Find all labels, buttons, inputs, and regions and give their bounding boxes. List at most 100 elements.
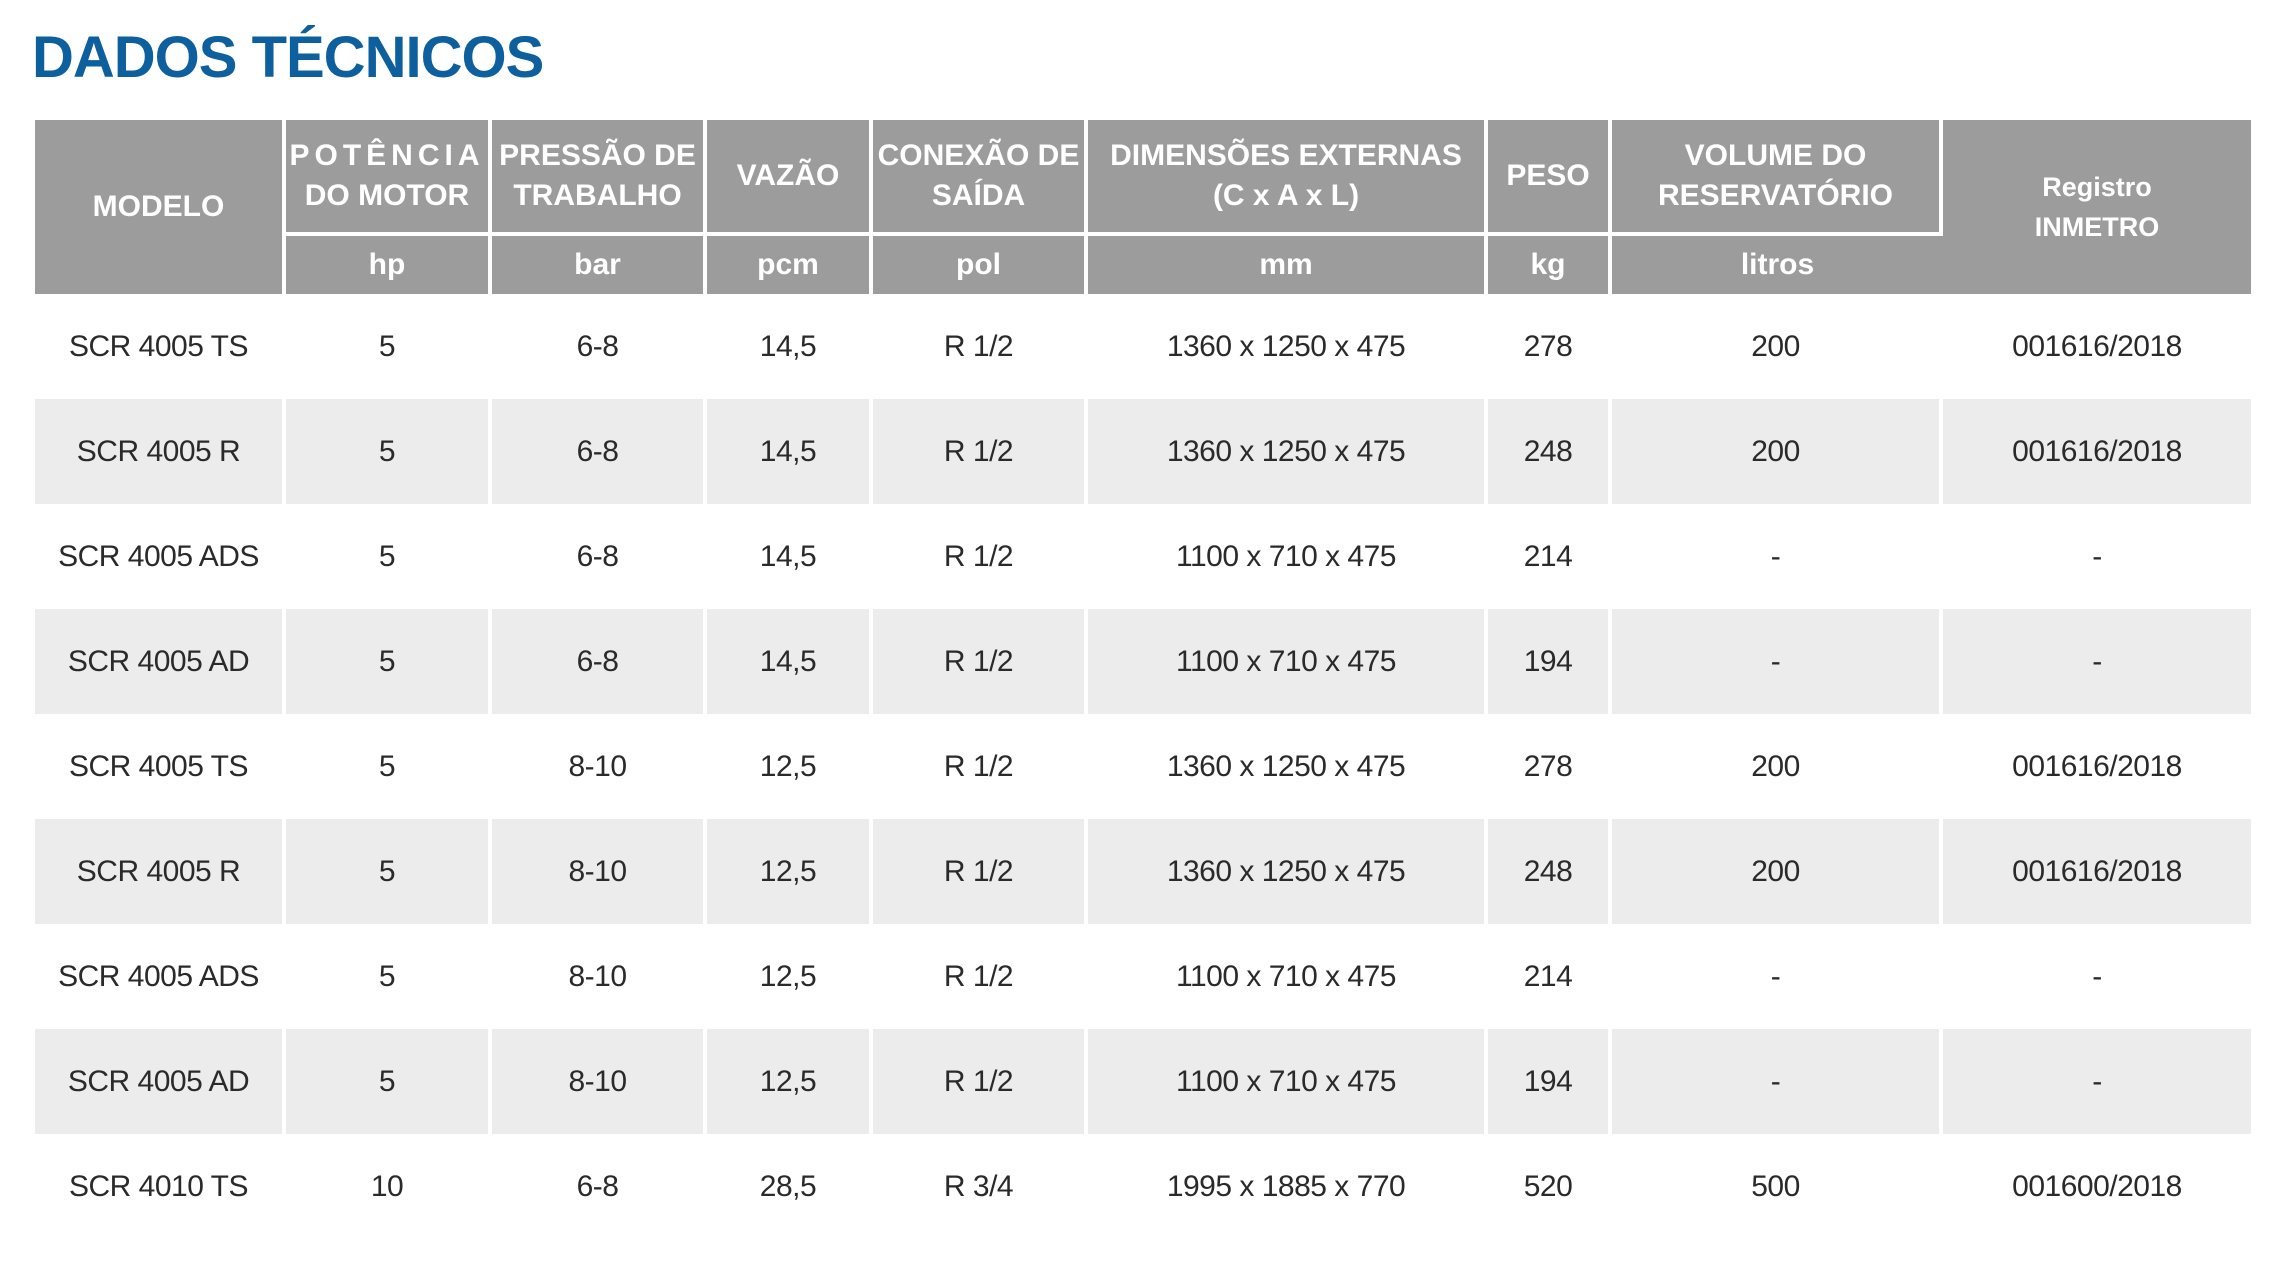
cell-modelo: SCR 4005 TS xyxy=(35,294,286,399)
table-body: SCR 4005 TS 5 6-8 14,5 R 1/2 1360 x 1250 x 47… xyxy=(35,294,2251,1239)
cell-modelo: SCR 4005 ADS xyxy=(35,504,286,609)
cell-peso: 214 xyxy=(1488,504,1612,609)
cell-dimensoes: 1100 x 710 x 475 xyxy=(1088,924,1488,1029)
cell-dimensoes: 1100 x 710 x 475 xyxy=(1088,609,1488,714)
cell-vazao: 14,5 xyxy=(707,294,873,399)
cell-vazao: 12,5 xyxy=(707,1029,873,1134)
cell-peso: 248 xyxy=(1488,819,1612,924)
header-peso: PESO xyxy=(1488,120,1612,236)
cell-modelo: SCR 4005 ADS xyxy=(35,924,286,1029)
cell-pressao: 6-8 xyxy=(492,1134,707,1239)
cell-conexao: R 1/2 xyxy=(873,1029,1088,1134)
cell-conexao: R 1/2 xyxy=(873,294,1088,399)
cell-modelo: SCR 4005 AD xyxy=(35,609,286,714)
cell-potencia: 10 xyxy=(286,1134,492,1239)
cell-volume: 200 xyxy=(1612,714,1943,819)
cell-volume: 200 xyxy=(1612,819,1943,924)
cell-registro: - xyxy=(1943,609,2251,714)
cell-potencia: 5 xyxy=(286,819,492,924)
cell-potencia: 5 xyxy=(286,1029,492,1134)
unit-bar: bar xyxy=(492,236,707,294)
table-row: SCR 4005 TS 5 8-10 12,5 R 1/2 1360 x 1250 x 4… xyxy=(35,714,2251,819)
header-volume-line-1: VOLUME DO xyxy=(1684,139,1867,172)
cell-peso: 214 xyxy=(1488,924,1612,1029)
cell-conexao: R 1/2 xyxy=(873,714,1088,819)
header-dimensoes-line-1: DIMENSÕES EXTERNAS xyxy=(1110,139,1462,172)
header-potencia-line-1: POTÊNCIA xyxy=(289,139,485,172)
header-volume-line-2: RESERVATÓRIO xyxy=(1657,179,1894,212)
cell-peso: 194 xyxy=(1488,609,1612,714)
header-registro-line-1: Registro xyxy=(2042,172,2152,202)
cell-conexao: R 1/2 xyxy=(873,399,1088,504)
cell-modelo: SCR 4005 R xyxy=(35,399,286,504)
cell-registro: 001616/2018 xyxy=(1943,819,2251,924)
cell-volume: 200 xyxy=(1612,294,1943,399)
cell-volume: - xyxy=(1612,924,1943,1029)
unit-pcm: pcm xyxy=(707,236,873,294)
cell-pressao: 6-8 xyxy=(492,294,707,399)
cell-potencia: 5 xyxy=(286,399,492,504)
cell-pressao: 8-10 xyxy=(492,924,707,1029)
cell-modelo: SCR 4005 AD xyxy=(35,1029,286,1134)
header-modelo: MODELO xyxy=(35,120,286,294)
header-potencia-do-motor: POTÊNCIA DO MOTOR xyxy=(286,120,492,236)
header-pressao-de-trabalho: PRESSÃO DE TRABALHO xyxy=(492,120,707,236)
cell-pressao: 8-10 xyxy=(492,1029,707,1134)
cell-volume: 500 xyxy=(1612,1134,1943,1239)
header-potencia-line-2: DO MOTOR xyxy=(304,179,470,212)
cell-registro: - xyxy=(1943,924,2251,1029)
unit-litros: litros xyxy=(1612,236,1943,294)
cell-peso: 194 xyxy=(1488,1029,1612,1134)
unit-mm: mm xyxy=(1088,236,1488,294)
header-conexao-line-1: CONEXÃO DE xyxy=(877,139,1080,172)
cell-potencia: 5 xyxy=(286,504,492,609)
cell-dimensoes: 1100 x 710 x 475 xyxy=(1088,504,1488,609)
cell-pressao: 8-10 xyxy=(492,714,707,819)
cell-registro: 001600/2018 xyxy=(1943,1134,2251,1239)
header-vazao: VAZÃO xyxy=(707,120,873,236)
cell-dimensoes: 1100 x 710 x 475 xyxy=(1088,1029,1488,1134)
cell-vazao: 12,5 xyxy=(707,819,873,924)
table-row: SCR 4005 R 5 8-10 12,5 R 1/2 1360 x 1250 x 47… xyxy=(35,819,2251,924)
cell-dimensoes: 1360 x 1250 x 475 xyxy=(1088,714,1488,819)
cell-pressao: 6-8 xyxy=(492,609,707,714)
page-title: DADOS TÉCNICOS xyxy=(32,25,544,90)
cell-vazao: 12,5 xyxy=(707,714,873,819)
cell-modelo: SCR 4010 TS xyxy=(35,1134,286,1239)
header-volume-do-reservatorio: VOLUME DO RESERVATÓRIO xyxy=(1612,120,1943,236)
cell-conexao: R 3/4 xyxy=(873,1134,1088,1239)
cell-dimensoes: 1995 x 1885 x 770 xyxy=(1088,1134,1488,1239)
header-registro-inmetro: Registro INMETRO xyxy=(1943,120,2251,294)
cell-conexao: R 1/2 xyxy=(873,924,1088,1029)
cell-conexao: R 1/2 xyxy=(873,609,1088,714)
cell-vazao: 12,5 xyxy=(707,924,873,1029)
header-conexao-line-2: SAÍDA xyxy=(931,179,1026,212)
cell-vazao: 14,5 xyxy=(707,399,873,504)
cell-peso: 520 xyxy=(1488,1134,1612,1239)
cell-volume: 200 xyxy=(1612,399,1943,504)
cell-vazao: 28,5 xyxy=(707,1134,873,1239)
cell-conexao: R 1/2 xyxy=(873,819,1088,924)
cell-potencia: 5 xyxy=(286,609,492,714)
cell-volume: - xyxy=(1612,504,1943,609)
unit-pol: pol xyxy=(873,236,1088,294)
table-row: SCR 4005 TS 5 6-8 14,5 R 1/2 1360 x 1250 x 47… xyxy=(35,294,2251,399)
cell-dimensoes: 1360 x 1250 x 475 xyxy=(1088,294,1488,399)
cell-registro: 001616/2018 xyxy=(1943,294,2251,399)
table-row: SCR 4005 AD 5 8-10 12,5 R 1/2 1100 x 710 x 47… xyxy=(35,1029,2251,1134)
cell-modelo: SCR 4005 R xyxy=(35,819,286,924)
cell-peso: 278 xyxy=(1488,294,1612,399)
cell-dimensoes: 1360 x 1250 x 475 xyxy=(1088,819,1488,924)
cell-peso: 248 xyxy=(1488,399,1612,504)
cell-potencia: 5 xyxy=(286,714,492,819)
cell-registro: - xyxy=(1943,1029,2251,1134)
unit-hp: hp xyxy=(286,236,492,294)
table-row: SCR 4010 TS 10 6-8 28,5 R 3/4 1995 x 1885 x 7… xyxy=(35,1134,2251,1239)
table-row: SCR 4005 ADS 5 8-10 12,5 R 1/2 1100 x 710 x 4… xyxy=(35,924,2251,1029)
unit-kg: kg xyxy=(1488,236,1612,294)
technical-data-table: MODELO POTÊNCIA DO MOTOR PRESSÃO DE TRABAL… xyxy=(35,120,2251,1239)
header-dimensoes-line-2: (C x A x L) xyxy=(1212,179,1360,212)
header-dimensoes-externas: DIMENSÕES EXTERNAS (C x A x L) xyxy=(1088,120,1488,236)
cell-dimensoes: 1360 x 1250 x 475 xyxy=(1088,399,1488,504)
cell-volume: - xyxy=(1612,1029,1943,1134)
